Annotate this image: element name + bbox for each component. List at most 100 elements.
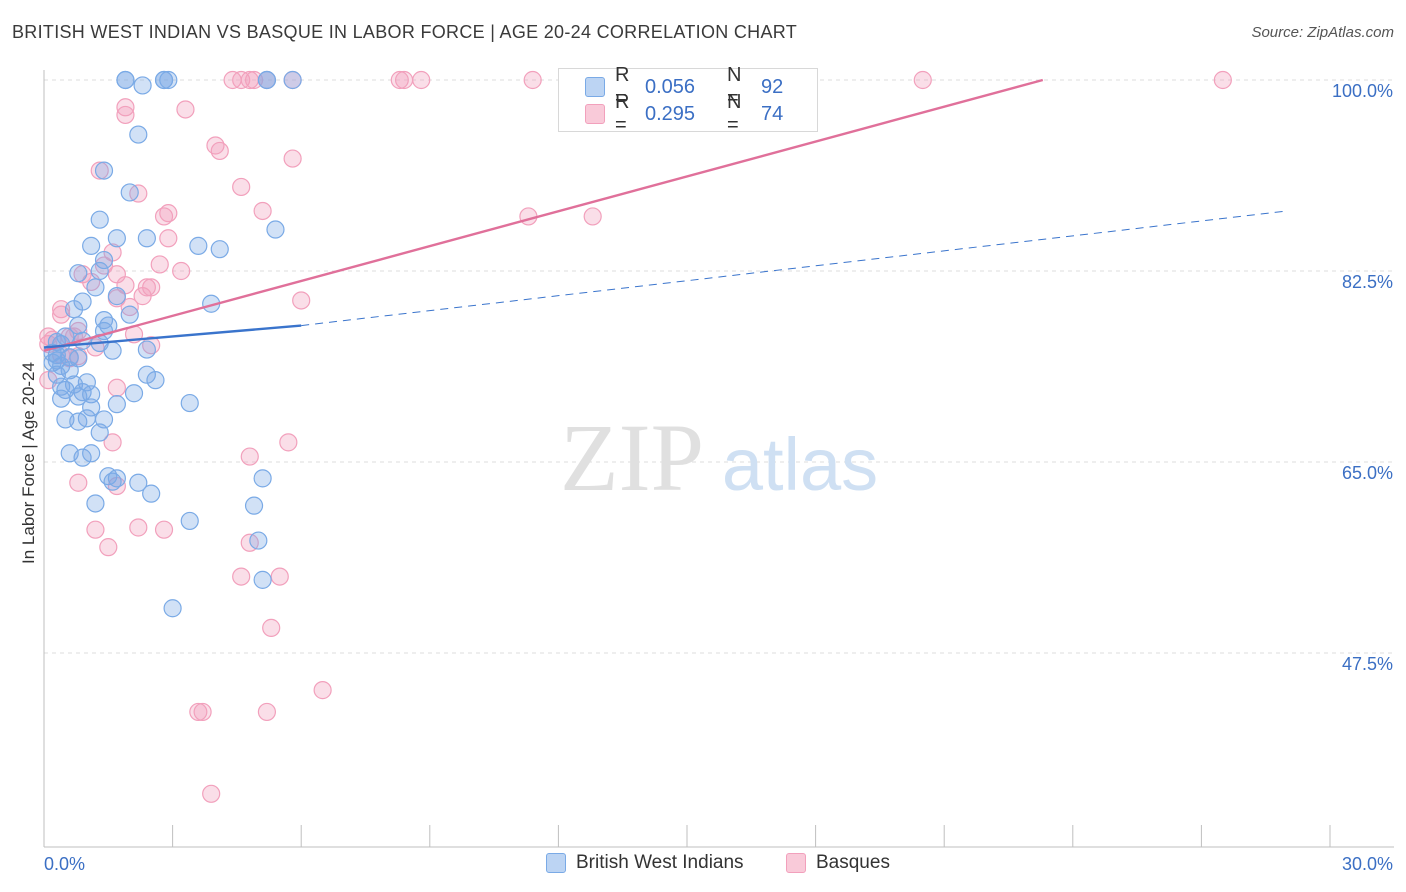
legend-swatch-pink [585,104,605,124]
source-label: Source: ZipAtlas.com [1251,24,1394,41]
basque-point [103,433,122,452]
basque-point [240,447,259,466]
british-west-indian-point [90,261,109,281]
basque-point [313,681,332,700]
basque-point [90,161,109,180]
basque-point [86,520,105,539]
british-west-indian-point [69,264,88,283]
legend-row-british-west-indians: R = 0.056 N = 92 [585,64,784,109]
british-west-indian-point [47,365,66,384]
legend-swatch-blue [585,77,605,97]
grid-lines [44,79,1394,654]
british-west-indian-point [94,161,114,180]
british-west-indian-point [163,599,182,618]
basque-point [244,70,264,90]
basque-point [390,70,409,90]
basque-point [202,784,221,803]
british-west-indian-point [283,70,302,90]
legend-r-value: 0.295 [645,102,696,125]
legend-item-british-west-indians[interactable]: British West Indians [546,852,744,874]
british-west-indian-point [103,341,122,360]
basque-point [394,70,414,90]
legend-r-label: R = [615,64,630,109]
british-west-indian-point [146,371,165,390]
british-west-indian-point [210,240,229,259]
watermark: ZIP atlas [560,404,878,511]
basque-point [133,287,152,306]
stats-legend: R = 0.056 N = 92 R = 0.295 N = 74 [558,64,818,136]
y-tick-label: 65.0% [1342,463,1393,483]
basque-point [232,567,251,586]
british-west-indian-point [249,531,268,550]
british-west-indian-point [124,384,144,403]
trend-lines [43,78,1288,352]
british-west-indian-point [189,236,208,255]
basque-point [189,702,208,722]
basque-point [583,207,602,226]
y-tick-label: 100.0% [1332,81,1393,101]
british-west-indian-point [82,444,101,463]
british-west-indian-point [133,76,152,95]
british-west-indian-point [257,70,277,90]
legend-swatch-blue [546,853,566,873]
legend-r-label: R = [615,91,630,136]
british-west-indian-point [180,511,199,531]
tick-labels: 47.5% 65.0% 82.5% 100.0% 0.0% 30.0% [44,81,1393,874]
basque-point [279,433,298,452]
legend-n-value: 74 [761,102,784,125]
basque-point [193,702,212,722]
basque-point [913,70,932,90]
basque-point [69,473,88,492]
british-west-indian-point [154,70,174,90]
british-west-indian-point [253,570,272,589]
watermark-zip: ZIP [560,404,704,511]
legend-label: Basques [816,852,890,873]
legend-label: British West Indians [576,852,744,873]
british-west-indian-point [86,494,105,513]
basque-point [159,229,178,248]
basque-point [116,98,135,117]
british-west-indian-point [73,448,92,467]
axes [43,70,1394,848]
basque-point [257,702,277,722]
british-west-indian-point [129,473,148,492]
legend-item-basques[interactable]: Basques [786,852,890,874]
basque-point [176,100,195,119]
basque-point [270,567,289,586]
british-west-indian-point [120,183,139,202]
series-legend: British West Indians Basques [0,852,1406,878]
watermark-atlas: atlas [722,423,878,506]
british-west-indian-point [137,229,156,248]
x-tick-label: 0.0% [44,854,85,874]
basque-point [154,520,174,539]
basque-point [52,300,71,319]
british-west-indian-point [94,250,114,270]
british-west-indian-point [69,412,88,431]
chart-title: BRITISH WEST INDIAN VS BASQUE IN LABOR F… [12,22,798,42]
basque-point [232,177,251,197]
british-west-indian-point [244,496,264,515]
basque-point [412,70,431,90]
basque-point [116,105,135,125]
british-west-indian-point [90,423,109,442]
basque-point [129,518,148,537]
legend-n-label: N = [727,91,742,136]
y-tick-label: 82.5% [1342,272,1393,292]
british-west-indian-point [266,220,285,239]
british-west-indian-point [180,393,199,413]
basque-point [99,538,118,557]
british-west-indian-point [52,389,71,408]
british-west-indian-point [52,356,71,376]
basque-point [262,618,281,637]
british-west-indian-point [120,305,139,324]
basque-point [283,149,302,168]
british-west-indian-point [129,125,148,144]
legend-n-label: N = [727,64,742,109]
british-west-indian-point [107,287,126,306]
y-axis-label: In Labor Force | Age 20-24 [19,362,38,564]
british-west-indians-trend-line [43,324,302,349]
basque-point [107,378,126,397]
legend-row-basques: R = 0.295 N = 74 [585,91,784,136]
legend-n-value: 92 [761,75,784,98]
